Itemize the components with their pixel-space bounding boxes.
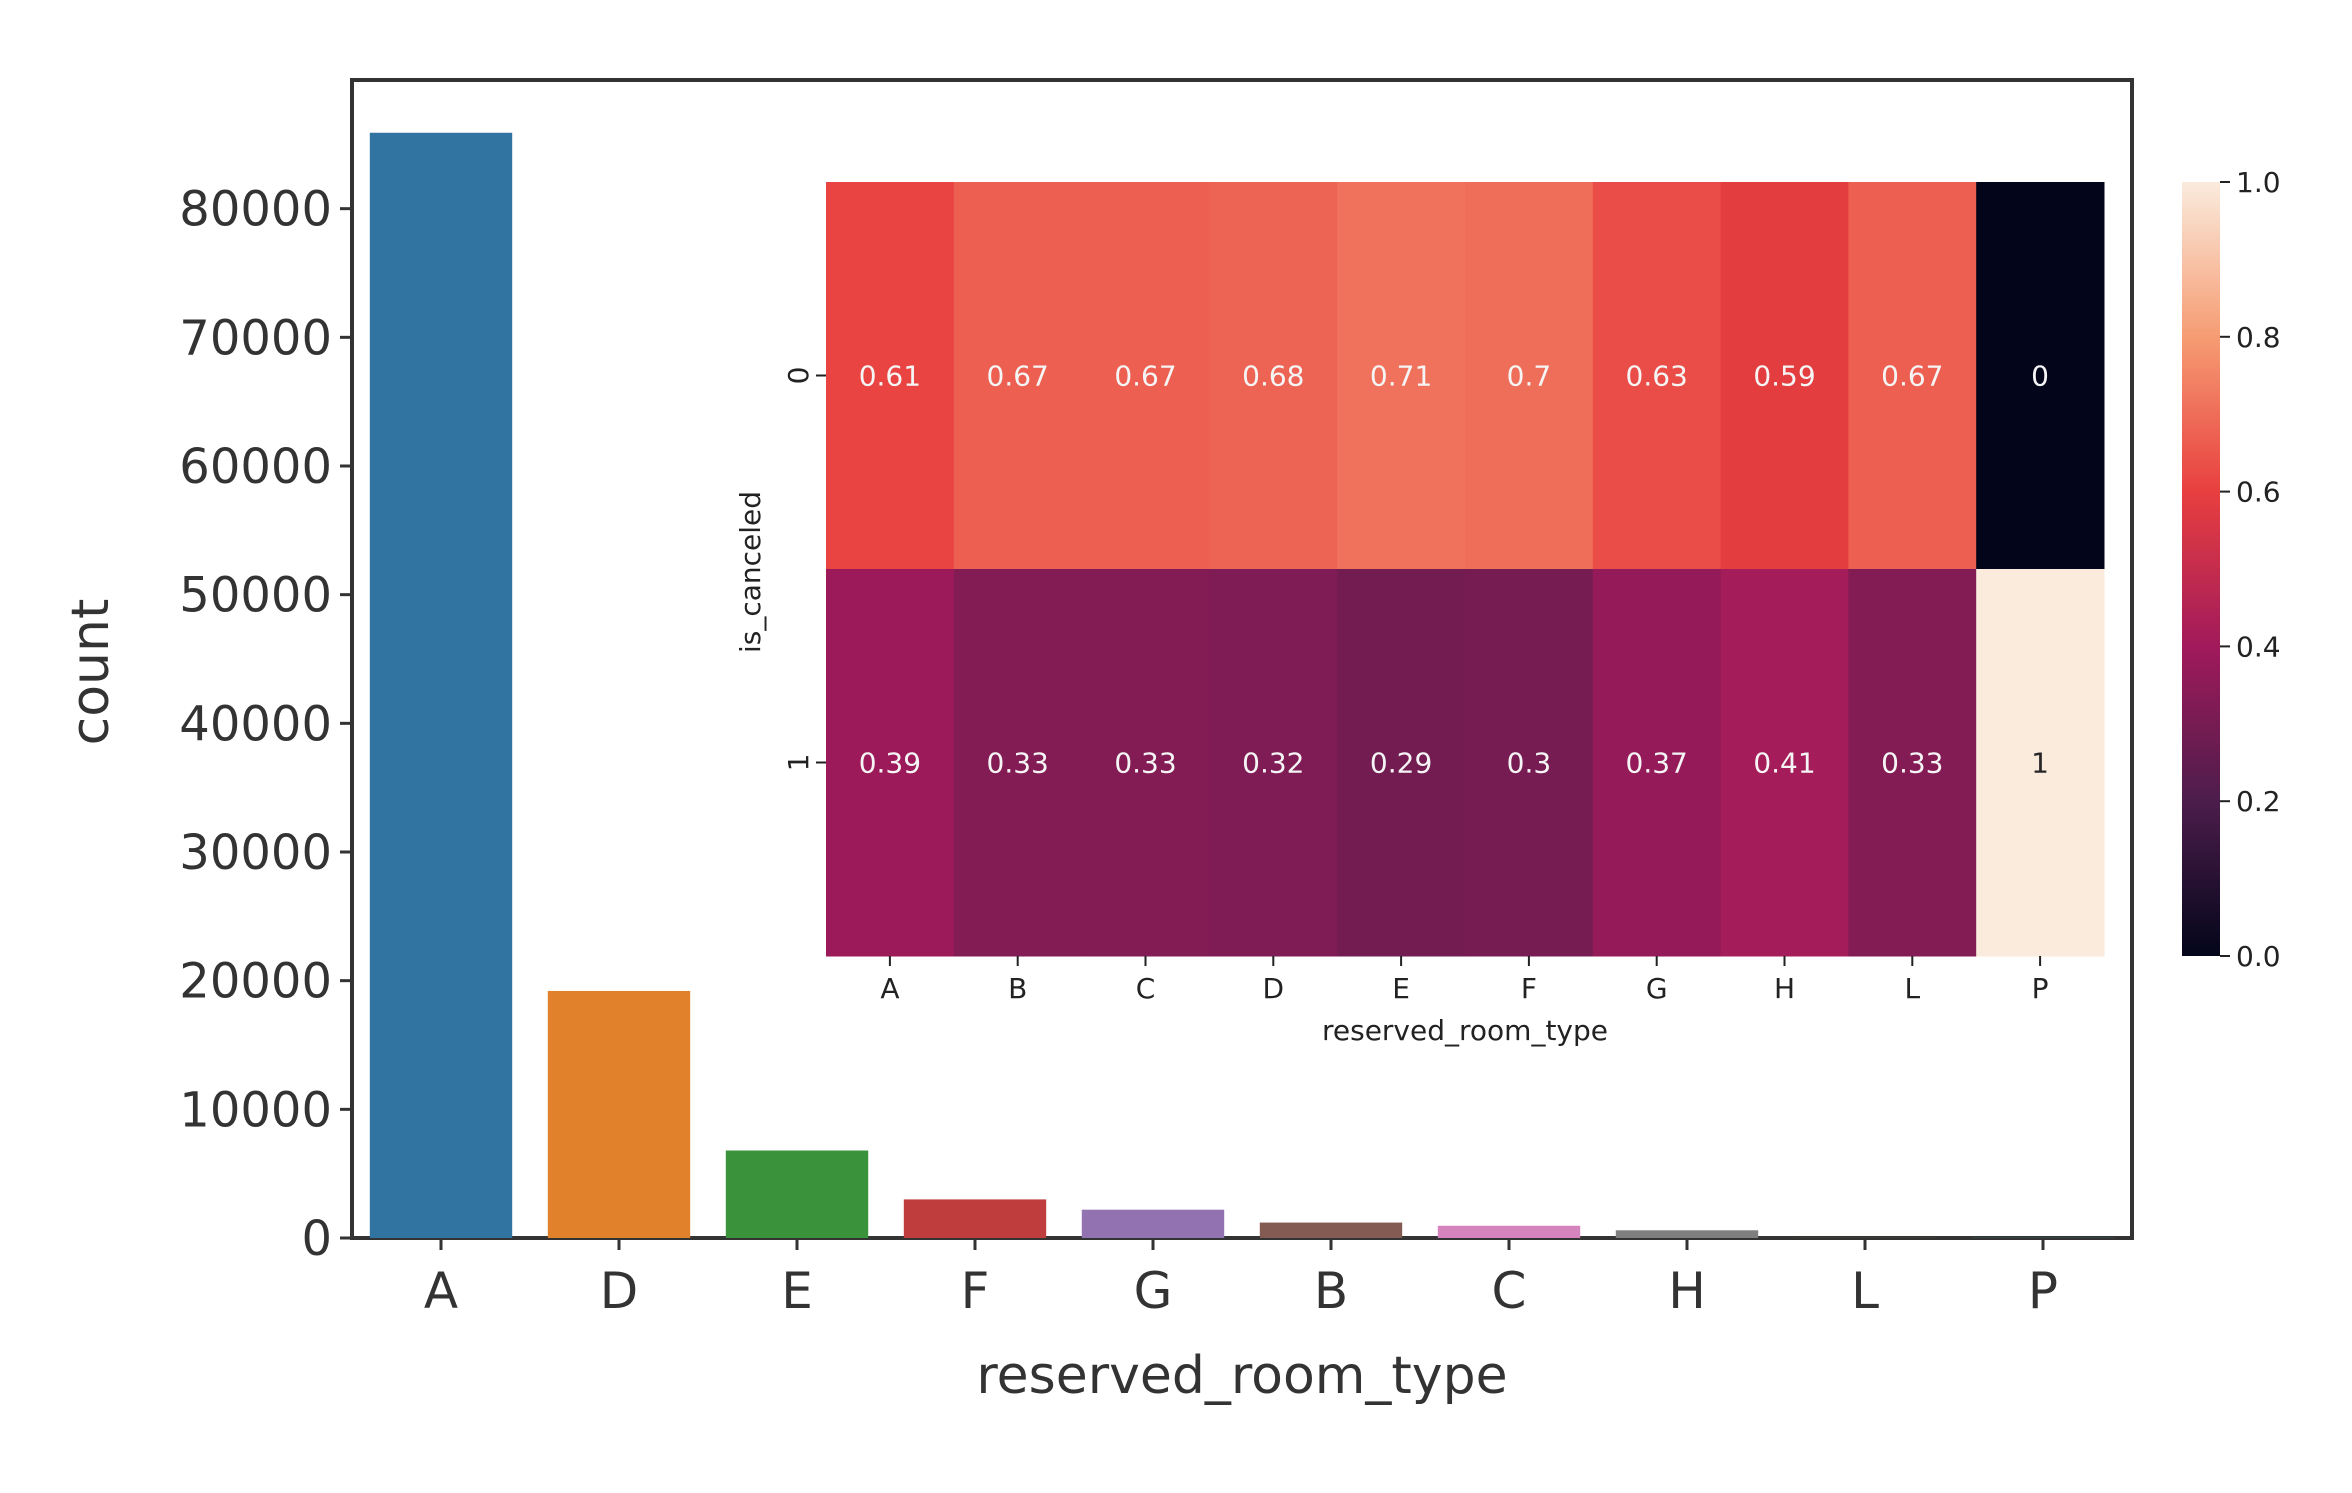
colorbar: [2182, 182, 2220, 956]
x-tick-label-E: E: [781, 1262, 813, 1320]
bar-F: [903, 1199, 1047, 1238]
heatmap-value-0-C: 0.67: [1114, 360, 1176, 393]
colorbar-tick-label-0.6: 0.6: [2236, 476, 2281, 509]
heatmap-x-tick-label-E: E: [1392, 972, 1410, 1005]
x-tick-label-D: D: [600, 1262, 639, 1320]
colorbar-axis: 0.0 0.2 0.4 0.6 0.8 1.0: [2220, 166, 2281, 973]
heatmap-value-0-L: 0.67: [1881, 360, 1943, 393]
y-tick-label-40000: 40000: [179, 696, 332, 752]
heatmap-y-axis-label: is_canceled: [734, 491, 767, 653]
y-tick-label-30000: 30000: [179, 825, 332, 881]
heatmap-x-tick-label-L: L: [1904, 972, 1920, 1005]
x-tick-label-F: F: [961, 1262, 990, 1320]
heatmap-cell-0-A: [826, 182, 955, 570]
heatmap-cell-0-H: [1720, 182, 1849, 570]
heatmap-value-0-F: 0.7: [1507, 360, 1552, 393]
x-tick-label-A: A: [424, 1262, 458, 1320]
heatmap-cell-1-L: [1848, 569, 1977, 957]
heatmap-cell-1-H: [1720, 569, 1849, 957]
heatmap-cell-0-B: [953, 182, 1083, 570]
heatmap-value-1-B: 0.33: [987, 747, 1049, 780]
heatmap-y-tick-label-0: 0: [782, 367, 815, 385]
heatmap-value-0-H: 0.59: [1753, 360, 1815, 393]
bar-B: [1259, 1222, 1403, 1238]
heatmap-cell-0-C: [1081, 182, 1210, 570]
heatmap-cells: 0.61 0.67 0.67 0.68 0.71 0.7 0.63 0.59 0.67 0 0.39…: [826, 182, 2105, 957]
heatmap-cell-0-P: [1976, 182, 2105, 570]
heatmap-cell-0-G: [1592, 182, 1722, 570]
bar-H: [1615, 1230, 1759, 1238]
heatmap-cell-0-F: [1465, 182, 1594, 570]
heatmap-cell-0-E: [1337, 182, 1466, 570]
heatmap-value-0-G: 0.63: [1626, 360, 1688, 393]
x-tick-label-H: H: [1668, 1262, 1706, 1320]
heatmap-x-tick-label-B: B: [1008, 972, 1027, 1005]
x-tick-label-P: P: [2028, 1262, 2058, 1320]
bar-y-axis-label: count: [61, 599, 121, 746]
heatmap-cell-1-C: [1081, 569, 1210, 957]
heatmap-value-1-P: 1: [2031, 747, 2049, 780]
heatmap-cell-1-G: [1592, 569, 1722, 957]
heatmap-cell-0-L: [1848, 182, 1977, 570]
heatmap-cell-1-A: [826, 569, 955, 957]
heatmap-x-tick-label-A: A: [880, 972, 899, 1005]
x-tick-label-C: C: [1492, 1262, 1527, 1320]
heatmap-cell-1-P: [1976, 569, 2105, 957]
heatmap-cell-0-D: [1209, 182, 1338, 570]
colorbar-tick-label-0.4: 0.4: [2236, 630, 2281, 663]
heatmap-cell-1-E: [1337, 569, 1466, 957]
x-tick-label-L: L: [1851, 1262, 1879, 1320]
heatmap-value-1-H: 0.41: [1753, 747, 1815, 780]
heatmap-value-1-G: 0.37: [1626, 747, 1688, 780]
heatmap-value-1-E: 0.29: [1370, 747, 1432, 780]
bar-x-axis-label: reserved_room_type: [976, 1346, 1507, 1406]
heatmap-value-1-D: 0.32: [1242, 747, 1304, 780]
colorbar-tick-label-1.0: 1.0: [2236, 166, 2281, 199]
y-tick-label-0: 0: [301, 1211, 332, 1267]
y-tick-label-10000: 10000: [179, 1082, 332, 1138]
bar-E: [725, 1150, 869, 1238]
heatmap-value-0-A: 0.61: [859, 360, 921, 393]
heatmap-value-1-L: 0.33: [1881, 747, 1943, 780]
heatmap-x-tick-label-F: F: [1521, 972, 1537, 1005]
heatmap-inset: 0.61 0.67 0.67 0.68 0.71 0.7 0.63 0.59 0.67 00.39…: [700, 130, 2281, 1065]
x-tick-label-G: G: [1134, 1262, 1173, 1320]
x-tick-label-B: B: [1314, 1262, 1348, 1320]
y-tick-label-70000: 70000: [179, 310, 332, 366]
heatmap-x-axis-label: reserved_room_type: [1322, 1014, 1608, 1047]
bar-G: [1081, 1209, 1225, 1238]
y-tick-label-20000: 20000: [179, 954, 332, 1010]
bar-series: [369, 132, 2115, 1239]
heatmap-axes: 0 1 A B C D E F G H L P: [782, 367, 2049, 1005]
heatmap-value-0-P: 0: [2031, 360, 2049, 393]
heatmap-value-0-E: 0.71: [1370, 360, 1432, 393]
heatmap-value-1-F: 0.3: [1507, 747, 1552, 780]
heatmap-value-1-A: 0.39: [859, 747, 921, 780]
y-tick-label-60000: 60000: [179, 439, 332, 495]
y-tick-label-80000: 80000: [179, 182, 332, 238]
heatmap-x-tick-label-P: P: [2032, 972, 2049, 1005]
colorbar-tick-label-0.8: 0.8: [2236, 321, 2281, 354]
heatmap-x-tick-label-G: G: [1646, 972, 1668, 1005]
heatmap-x-tick-label-H: H: [1774, 972, 1795, 1005]
heatmap-y-tick-label-1: 1: [782, 754, 815, 772]
heatmap-value-0-D: 0.68: [1242, 360, 1304, 393]
colorbar-tick-label-0.2: 0.2: [2236, 785, 2281, 818]
heatmap-x-tick-label-D: D: [1263, 972, 1285, 1005]
heatmap-cell-1-D: [1209, 569, 1338, 957]
y-tick-label-50000: 50000: [179, 568, 332, 624]
colorbar-tick-label-0.0: 0.0: [2236, 940, 2281, 973]
heatmap-cell-1-B: [953, 569, 1083, 957]
heatmap-x-tick-label-C: C: [1136, 972, 1156, 1005]
heatmap-value-0-B: 0.67: [987, 360, 1049, 393]
bar-A: [369, 132, 513, 1239]
heatmap-cell-1-F: [1465, 569, 1594, 957]
bar-y-axis: 0 10000 20000 30000 40000 50000 60000 70000 8000…: [179, 182, 352, 1267]
heatmap-value-1-C: 0.33: [1114, 747, 1176, 780]
bar-D: [547, 990, 691, 1238]
bar-C: [1437, 1225, 1581, 1238]
